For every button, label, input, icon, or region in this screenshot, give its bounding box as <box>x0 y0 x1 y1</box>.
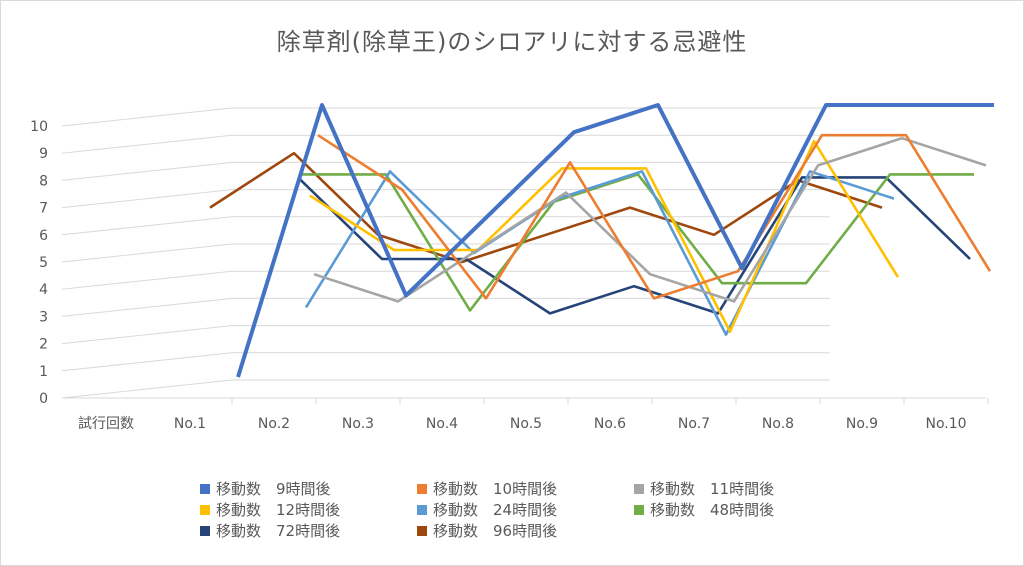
legend-swatch <box>417 525 427 536</box>
x-tick-label: No.10 <box>925 416 966 432</box>
series-line <box>209 151 883 264</box>
legend-item: 移動数 11時間後 <box>634 478 774 499</box>
series-line <box>297 176 971 315</box>
y-tick-label: 8 <box>39 173 48 189</box>
legend-swatch <box>417 483 427 494</box>
series-line <box>236 103 994 378</box>
legend-swatch <box>634 483 644 494</box>
legend-label: 移動数 10時間後 <box>433 480 558 498</box>
legend-item: 移動数 9時間後 <box>200 478 331 499</box>
gridline-slant <box>61 325 233 345</box>
x-tick-label: No.4 <box>426 416 458 432</box>
y-tick-label: 7 <box>39 201 48 217</box>
y-tick-label: 9 <box>39 146 48 162</box>
gridline-slant <box>61 270 233 290</box>
series-line <box>302 173 974 312</box>
legend-item: 移動数 96時間後 <box>417 520 557 541</box>
legend-label: 移動数 72時間後 <box>216 522 341 540</box>
legend-item: 移動数 48時間後 <box>634 499 774 520</box>
y-tick-label: 0 <box>39 391 48 407</box>
legend-swatch <box>634 504 644 515</box>
y-tick-label: 2 <box>39 337 48 353</box>
gridline-slant <box>61 134 233 154</box>
legend-swatch <box>200 504 210 515</box>
x-tick-label: No.9 <box>846 416 878 432</box>
x-tick-label: No.6 <box>594 416 626 432</box>
y-tick-label: 1 <box>39 364 48 380</box>
legend-label: 移動数 48時間後 <box>650 501 775 519</box>
legend-item: 移動数 24時間後 <box>417 499 557 520</box>
legend-label: 移動数 96時間後 <box>433 522 558 540</box>
legend-label: 移動数 24時間後 <box>433 501 558 519</box>
gridline-slant <box>61 107 233 127</box>
gridline-slant <box>61 379 233 399</box>
series-line <box>313 136 987 303</box>
legend-label: 移動数 9時間後 <box>216 480 331 498</box>
series-line <box>317 133 992 300</box>
gridline-slant <box>61 243 233 263</box>
legend-label: 移動数 11時間後 <box>650 480 775 498</box>
x-axis-ticks: No.1 No.2 No.3 No.4 No.5 No.6 No.7 No.8 No.9 No.1… <box>174 398 989 432</box>
legend-item: 移動数 12時間後 <box>200 499 340 520</box>
series-lines <box>209 103 994 378</box>
x-tick-label: No.2 <box>258 416 290 432</box>
gridline-slant <box>61 189 233 209</box>
x-tick-label: No.3 <box>342 416 374 432</box>
grid-lines <box>61 107 986 399</box>
x-tick-label: No.8 <box>762 416 794 432</box>
y-tick-label: 6 <box>39 228 48 244</box>
legend-swatch <box>417 504 427 515</box>
legend-item: 移動数 72時間後 <box>200 520 340 541</box>
series-line <box>304 170 895 336</box>
x-tick-label: No.1 <box>174 416 206 432</box>
y-tick-label: 4 <box>39 282 48 298</box>
series-line <box>309 139 900 333</box>
legend-swatch <box>200 525 210 536</box>
x-tick-label: No.5 <box>510 416 542 432</box>
legend-swatch <box>200 483 210 494</box>
y-axis-ticks: 0 1 2 3 4 5 6 7 8 9 10 <box>30 119 48 407</box>
y-tick-label: 10 <box>30 119 48 135</box>
gridline-slant <box>61 161 233 181</box>
x-tick-label: No.7 <box>678 416 710 432</box>
x-axis-title: 試行回数 <box>78 416 134 432</box>
gridline-slant <box>61 216 233 236</box>
gridline-slant <box>61 297 233 317</box>
legend-label: 移動数 12時間後 <box>216 501 341 519</box>
gridline-slant <box>61 352 233 372</box>
legend-item: 移動数 10時間後 <box>417 478 557 499</box>
y-tick-label: 5 <box>39 255 48 271</box>
chart-title: 除草剤(除草王)のシロアリに対する忌避性 <box>276 28 748 56</box>
y-tick-label: 3 <box>39 309 48 325</box>
